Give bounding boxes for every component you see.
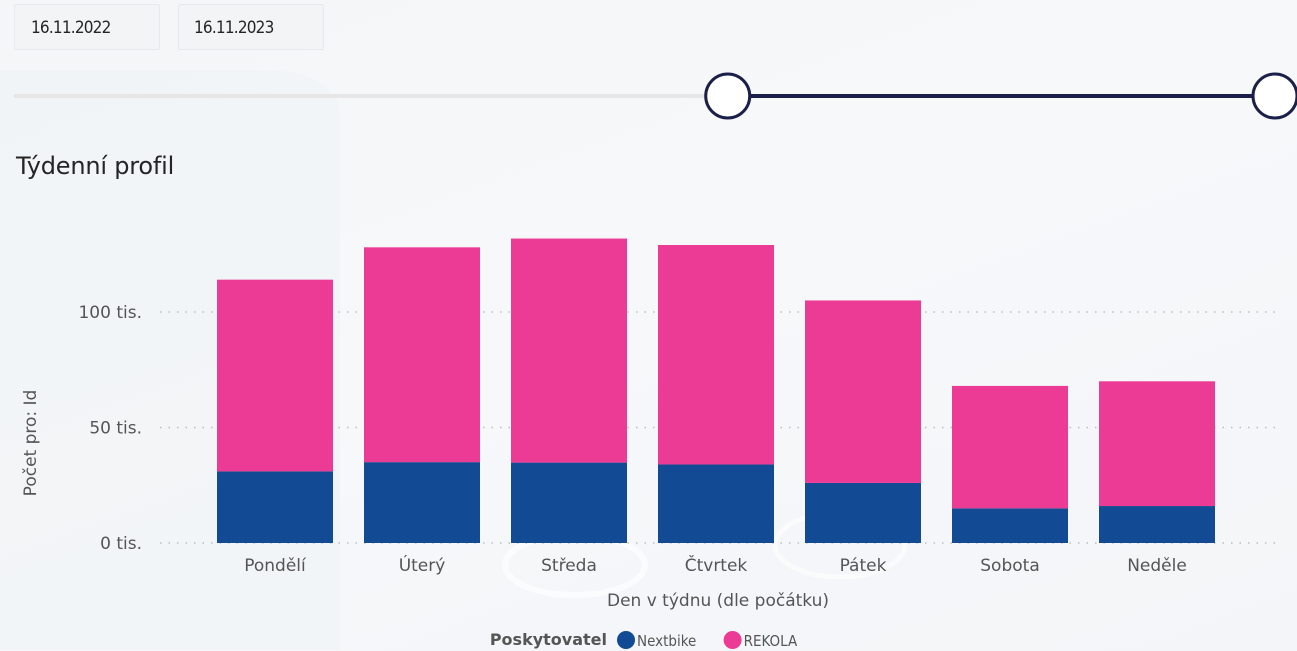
weekly-profile-chart: 0 tis. 50 tis. 100 tis. Pondělí Úterý Středa… xyxy=(21,238,1280,650)
bar-rekola-5[interactable] xyxy=(805,300,921,483)
bar-rekola-6[interactable] xyxy=(952,385,1068,509)
legend: Poskytovatel Nextbike REKOLA xyxy=(490,630,798,650)
bar-rekola-4[interactable] xyxy=(658,245,774,465)
x-tick-label: Pátek xyxy=(840,556,887,576)
legend-marker-nextbike xyxy=(617,631,635,649)
y-tick-label: 50 tis. xyxy=(89,419,142,439)
bar-nextbike-7[interactable] xyxy=(1099,506,1215,543)
legend-title: Poskytovatel xyxy=(490,630,607,649)
x-tick-label: Neděle xyxy=(1127,556,1187,576)
x-tick-label: Čtvrtek xyxy=(685,554,748,576)
bars xyxy=(217,238,1215,543)
bar-nextbike-1[interactable] xyxy=(217,471,333,543)
chart-title: Týdenní profil xyxy=(16,152,175,180)
x-tick-label: Sobota xyxy=(980,556,1039,576)
slider-end-handle[interactable] xyxy=(1251,72,1297,120)
legend-label-nextbike: Nextbike xyxy=(637,632,696,650)
bar-nextbike-4[interactable] xyxy=(658,464,774,543)
bar-nextbike-5[interactable] xyxy=(805,482,921,543)
x-tick-label: Středa xyxy=(541,556,597,576)
end-date-field[interactable]: 16.11.2023 xyxy=(178,4,324,50)
bar-rekola-1[interactable] xyxy=(217,279,333,472)
bar-nextbike-2[interactable] xyxy=(364,462,480,543)
y-tick-label: 0 tis. xyxy=(100,534,142,554)
start-date-field[interactable]: 16.11.2022 xyxy=(14,4,160,50)
bar-rekola-2[interactable] xyxy=(364,247,480,463)
bar-nextbike-3[interactable] xyxy=(511,462,627,543)
slider-start-handle[interactable] xyxy=(704,72,752,120)
bar-nextbike-6[interactable] xyxy=(952,508,1068,543)
legend-label-rekola: REKOLA xyxy=(744,632,798,650)
bar-rekola-7[interactable] xyxy=(1099,381,1215,507)
bar-rekola-3[interactable] xyxy=(511,238,627,463)
x-tick-label: Pondělí xyxy=(244,556,307,576)
x-axis-label: Den v týdnu (dle počátku) xyxy=(607,591,829,611)
x-tick-label: Úterý xyxy=(399,554,446,576)
date-range-slider[interactable] xyxy=(0,60,1297,140)
legend-marker-rekola xyxy=(723,631,742,649)
y-axis-ticks: 0 tis. 50 tis. 100 tis. xyxy=(78,303,142,554)
y-tick-label: 100 tis. xyxy=(78,303,142,323)
y-axis-label: Počet pro: Id xyxy=(21,390,41,497)
x-axis-ticks: Pondělí Úterý Středa Čtvrtek Pátek Sobota Nedě… xyxy=(244,554,1187,576)
